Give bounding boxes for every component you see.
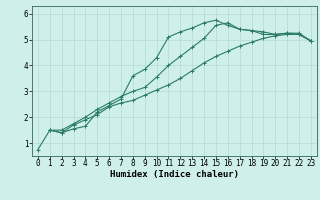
X-axis label: Humidex (Indice chaleur): Humidex (Indice chaleur)	[110, 170, 239, 179]
